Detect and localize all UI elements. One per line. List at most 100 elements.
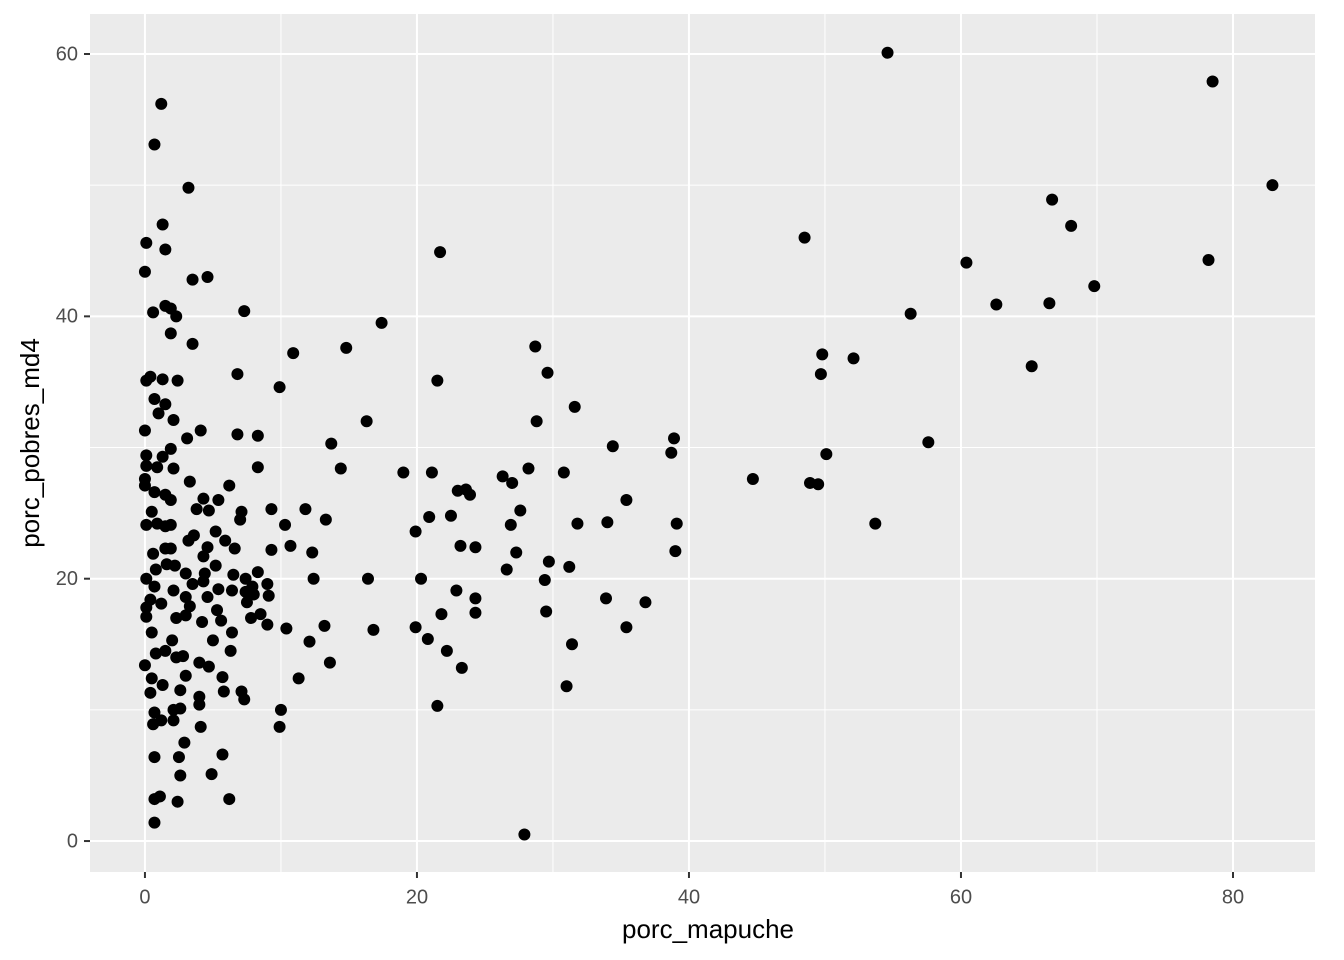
point: [816, 348, 829, 361]
point: [881, 46, 894, 59]
x-tick-label: 60: [950, 886, 972, 908]
point: [170, 612, 183, 625]
point: [147, 306, 160, 319]
point: [1088, 280, 1101, 293]
point: [318, 619, 331, 632]
point: [451, 484, 464, 497]
point: [148, 392, 161, 405]
point: [670, 517, 683, 530]
point: [262, 589, 275, 602]
point: [620, 621, 633, 634]
plot-panel: [90, 14, 1315, 872]
point: [273, 720, 286, 733]
point: [814, 368, 827, 381]
point: [138, 479, 151, 492]
point: [444, 509, 457, 522]
point: [306, 546, 319, 559]
point: [245, 612, 258, 625]
point: [206, 634, 219, 647]
point: [514, 504, 527, 517]
point: [167, 714, 180, 727]
point: [216, 671, 229, 684]
point: [746, 473, 759, 486]
point: [434, 246, 447, 259]
point: [227, 568, 240, 581]
point: [261, 577, 274, 590]
point: [665, 446, 678, 459]
point: [409, 525, 422, 538]
x-tick-label: 40: [678, 886, 700, 908]
point: [568, 400, 581, 413]
point: [425, 466, 438, 479]
point: [292, 672, 305, 685]
point: [869, 517, 882, 530]
point: [152, 407, 165, 420]
point: [538, 574, 551, 587]
point: [140, 610, 153, 623]
point: [183, 475, 196, 488]
point: [174, 769, 187, 782]
point: [145, 672, 158, 685]
point: [193, 656, 206, 669]
point: [375, 316, 388, 329]
point: [186, 273, 199, 286]
point: [469, 606, 482, 619]
point: [202, 660, 215, 673]
point: [205, 768, 218, 781]
point: [215, 614, 228, 627]
point: [421, 633, 434, 646]
y-tick-label: 60: [56, 43, 78, 65]
point: [212, 493, 225, 506]
point: [217, 685, 230, 698]
point: [273, 381, 286, 394]
point: [211, 604, 224, 617]
point: [240, 596, 253, 609]
point: [922, 436, 935, 449]
point: [148, 816, 161, 829]
point: [138, 659, 151, 672]
point: [183, 600, 196, 613]
point: [668, 432, 681, 445]
point: [440, 644, 453, 657]
point: [194, 424, 207, 437]
point: [225, 626, 238, 639]
point: [1046, 193, 1059, 206]
point: [166, 634, 179, 647]
point: [138, 265, 151, 278]
point: [156, 218, 169, 231]
point: [140, 374, 153, 387]
point: [219, 534, 232, 547]
point: [469, 592, 482, 605]
point: [159, 299, 172, 312]
point: [560, 680, 573, 693]
point: [500, 563, 513, 576]
point: [360, 415, 373, 428]
point: [148, 751, 161, 764]
point: [216, 748, 229, 761]
point: [990, 298, 1003, 311]
point: [182, 534, 195, 547]
point: [1065, 219, 1078, 232]
point: [181, 432, 194, 445]
point: [620, 493, 633, 506]
point: [435, 608, 448, 621]
point: [194, 720, 207, 733]
point: [159, 542, 172, 555]
point: [148, 486, 161, 499]
x-tick-label: 0: [139, 886, 150, 908]
x-axis-title: porc_mapuche: [622, 914, 794, 944]
point: [186, 337, 199, 350]
point: [171, 795, 184, 808]
point: [179, 591, 192, 604]
point: [151, 461, 164, 474]
point: [171, 374, 184, 387]
point: [209, 559, 222, 572]
point: [145, 505, 158, 518]
point: [325, 437, 338, 450]
point: [145, 626, 158, 639]
point: [529, 340, 542, 353]
point: [566, 638, 579, 651]
point: [167, 703, 180, 716]
point: [557, 466, 570, 479]
